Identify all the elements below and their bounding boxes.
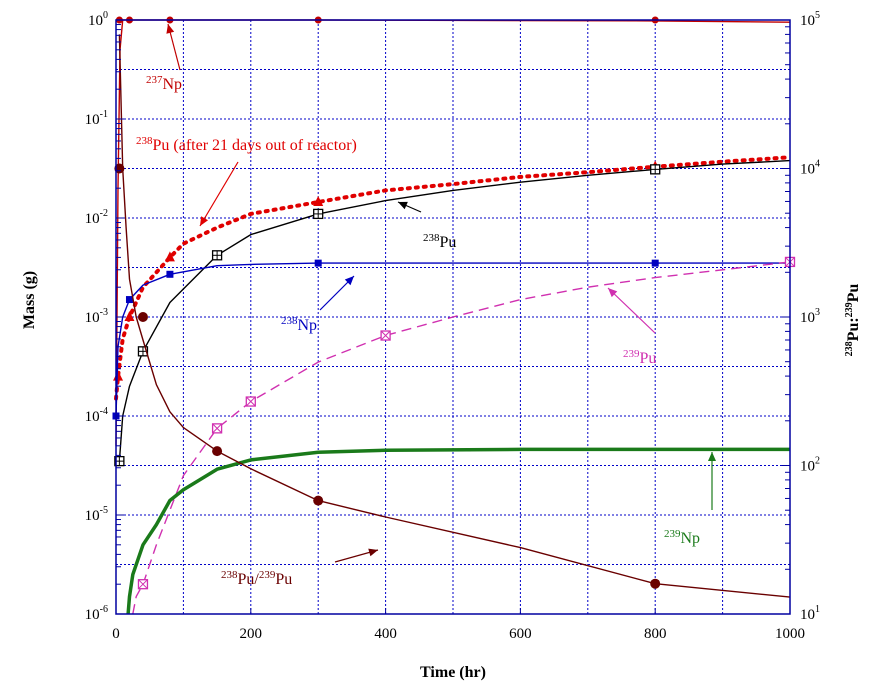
marker-np238 bbox=[651, 259, 659, 267]
marker-ratio bbox=[212, 446, 223, 457]
plot-frame bbox=[115, 19, 791, 615]
annotations: 237Np 238Pu (after 21 days out of reactor… bbox=[136, 23, 716, 588]
annotation-label-np237: 237Np bbox=[146, 74, 182, 93]
y-tick-label: 10-2 bbox=[85, 208, 108, 227]
annotation-label-pu238: 238Pu bbox=[423, 232, 456, 251]
y-axis-label: Mass (g) bbox=[21, 271, 38, 329]
y2-label-sup1: 238 bbox=[844, 341, 855, 356]
annotation-arrow-pu239 bbox=[607, 287, 656, 334]
marker-cross-pu239 bbox=[138, 579, 148, 590]
y-tick-label: 10-4 bbox=[85, 406, 108, 425]
annotation-label-ratio: 238Pu/239Pu bbox=[221, 569, 292, 588]
series-line-pu238_21d bbox=[114, 155, 792, 401]
annotation-arrowhead-np237 bbox=[166, 24, 175, 34]
x-axis-label: Time (hr) bbox=[420, 664, 486, 681]
y2-tick-label: 102 bbox=[800, 456, 820, 475]
marker-ratio bbox=[313, 495, 324, 506]
annotation-arrowhead-pu238 bbox=[398, 201, 408, 210]
series-line-pu239 bbox=[132, 261, 791, 615]
y2-axis-label: 238Pu:239Pu bbox=[844, 284, 862, 357]
tick-labels: 0 200 400 600 800 1000 100 10-1 10-2 10-3 10-4 10-5… bbox=[85, 10, 820, 642]
x-tick-label: 200 bbox=[240, 626, 263, 642]
annotation-arrowhead-np238 bbox=[344, 276, 354, 286]
marker-cross-pu239 bbox=[212, 423, 222, 434]
y2-tick-label: 105 bbox=[800, 10, 820, 29]
marker-cross-pu239 bbox=[245, 396, 256, 407]
marker-pu238_21d bbox=[313, 196, 324, 207]
y2-label-mid: Pu: bbox=[845, 317, 862, 341]
x-tick-label: 800 bbox=[644, 626, 667, 642]
marker-ratio bbox=[650, 578, 661, 589]
marker-pu238_21d bbox=[164, 251, 175, 262]
x-tick-label: 600 bbox=[509, 626, 532, 642]
annotation-label-pu239: 239Pu bbox=[623, 348, 656, 367]
y-tick-label: 10-6 bbox=[85, 604, 108, 623]
y2-tick-label: 104 bbox=[800, 159, 820, 178]
marker-np238 bbox=[125, 296, 133, 304]
y2-label-sup2: 239 bbox=[844, 302, 855, 317]
x-tick-label: 400 bbox=[374, 626, 397, 642]
annotation-arrowhead-pu239 bbox=[608, 288, 618, 298]
annotation-arrowhead-pu238_21d bbox=[200, 216, 209, 226]
marker-ratio bbox=[137, 312, 148, 322]
series-line-ratio bbox=[118, 34, 791, 598]
y-tick-label: 10-3 bbox=[85, 307, 108, 326]
series-line-np239 bbox=[126, 447, 790, 615]
marker-np238 bbox=[166, 270, 174, 278]
annotation-label-pu238_21d: 238Pu (after 21 days out of reactor) bbox=[136, 135, 357, 154]
annotation-arrow-pu238_21d bbox=[199, 161, 239, 227]
y2-tick-label: 103 bbox=[800, 307, 820, 326]
annotation-label-np239: 239Np bbox=[664, 528, 700, 547]
annotation-label-np238: 238Np bbox=[281, 315, 317, 334]
marker-cross-pu239 bbox=[380, 330, 391, 341]
y2-tick-label: 101 bbox=[800, 604, 820, 623]
annotation-arrowhead-np239 bbox=[708, 452, 716, 461]
y2-label-end: Pu bbox=[845, 284, 862, 303]
x-tick-label: 1000 bbox=[775, 626, 805, 642]
y-tick-label: 10-5 bbox=[85, 505, 108, 524]
x-tick-label: 0 bbox=[112, 626, 120, 642]
marker-np238 bbox=[314, 259, 322, 267]
y-tick-label: 100 bbox=[88, 10, 108, 29]
y-tick-label: 10-1 bbox=[85, 109, 108, 128]
annotation-arrowhead-ratio bbox=[368, 548, 378, 557]
marker-pu238_21d bbox=[124, 311, 135, 321]
